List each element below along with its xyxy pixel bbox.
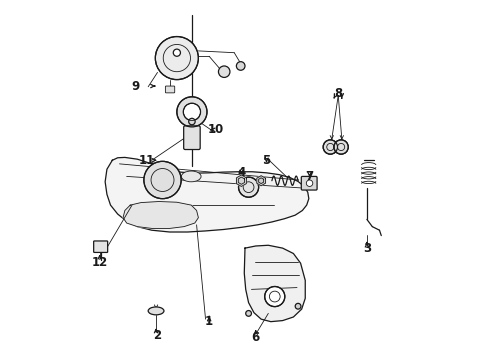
Text: 11: 11 bbox=[138, 154, 154, 167]
Polygon shape bbox=[257, 176, 266, 186]
Polygon shape bbox=[123, 202, 198, 228]
Ellipse shape bbox=[148, 307, 164, 315]
Text: 8: 8 bbox=[334, 87, 343, 100]
Circle shape bbox=[306, 180, 313, 186]
Circle shape bbox=[155, 37, 198, 80]
Circle shape bbox=[173, 49, 180, 56]
FancyBboxPatch shape bbox=[94, 241, 108, 252]
Text: 4: 4 bbox=[237, 166, 245, 179]
Circle shape bbox=[323, 140, 338, 154]
FancyBboxPatch shape bbox=[166, 86, 175, 93]
Circle shape bbox=[334, 140, 348, 154]
Text: 9: 9 bbox=[131, 80, 140, 93]
Text: 7: 7 bbox=[305, 170, 314, 183]
Text: 10: 10 bbox=[208, 123, 224, 136]
Circle shape bbox=[219, 66, 230, 77]
Polygon shape bbox=[237, 175, 246, 186]
Circle shape bbox=[295, 303, 301, 309]
FancyBboxPatch shape bbox=[301, 176, 317, 190]
Circle shape bbox=[265, 287, 285, 307]
Circle shape bbox=[183, 103, 200, 121]
Text: 6: 6 bbox=[252, 331, 260, 344]
Circle shape bbox=[236, 62, 245, 70]
Circle shape bbox=[239, 177, 259, 197]
Circle shape bbox=[177, 97, 207, 127]
Polygon shape bbox=[245, 245, 305, 321]
Text: 2: 2 bbox=[153, 329, 161, 342]
Ellipse shape bbox=[181, 171, 201, 182]
Circle shape bbox=[189, 118, 195, 125]
Circle shape bbox=[144, 161, 181, 199]
Text: 1: 1 bbox=[205, 315, 213, 328]
Text: 5: 5 bbox=[262, 154, 270, 167]
Text: 12: 12 bbox=[92, 256, 108, 269]
Text: 3: 3 bbox=[363, 242, 371, 255]
FancyBboxPatch shape bbox=[184, 126, 200, 149]
Polygon shape bbox=[105, 157, 309, 232]
Circle shape bbox=[245, 311, 251, 316]
